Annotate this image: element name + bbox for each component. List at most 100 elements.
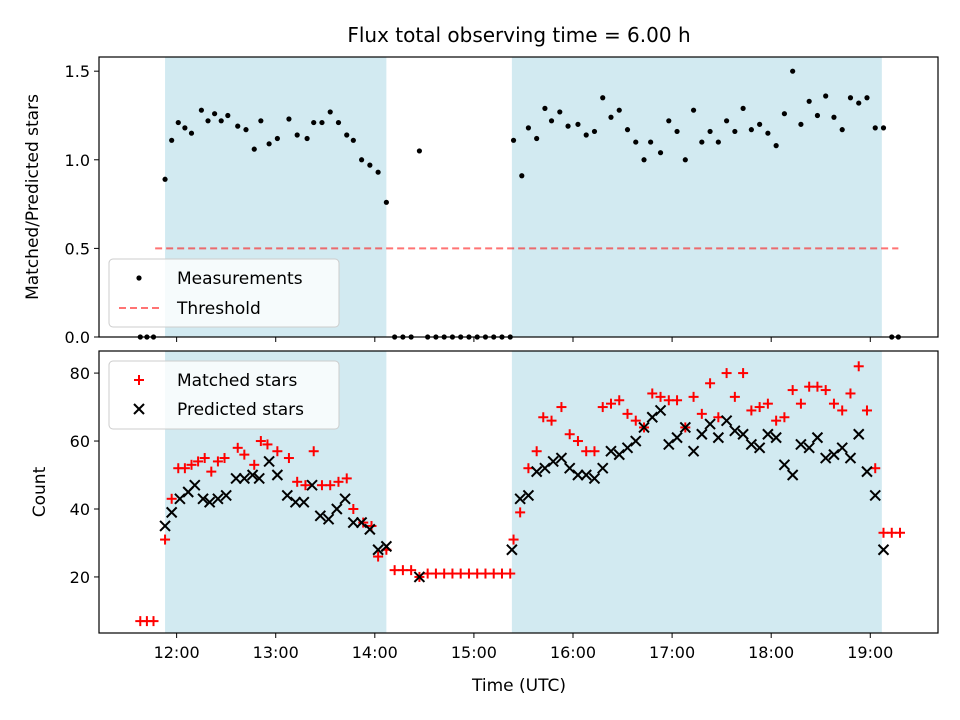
- predicted-star-point: [836, 442, 848, 454]
- matched-star-point: [515, 507, 526, 518]
- predicted-star-point: [220, 489, 232, 502]
- predicted-star-point: [322, 513, 335, 525]
- predicted-star-point: [306, 479, 318, 491]
- measurement-point: [823, 93, 829, 99]
- measurement-point: [198, 107, 204, 113]
- legend-threshold-label: Threshold: [176, 299, 261, 319]
- predicted-star-point: [811, 431, 824, 444]
- matched-star-point: [729, 391, 740, 402]
- measurement-point: [205, 118, 211, 124]
- matched-star-point: [705, 378, 716, 389]
- measurement-point: [367, 162, 373, 168]
- matched-star-point: [325, 480, 336, 491]
- top-shaded-regions: [165, 57, 882, 337]
- measurement-point: [383, 199, 389, 205]
- predicted-star-point: [729, 425, 741, 437]
- matched-star-point: [895, 527, 906, 538]
- measurement-point: [212, 111, 218, 117]
- measurement-point: [286, 116, 292, 122]
- measurement-point: [294, 132, 300, 138]
- matched-star-point: [556, 402, 567, 413]
- predicted-star-point: [861, 465, 873, 478]
- matched-star-point: [179, 463, 190, 474]
- predicted-star-point: [679, 421, 692, 434]
- x-tick-label: 19:00: [847, 643, 893, 662]
- measurement-point: [723, 118, 730, 124]
- count-points: [135, 361, 906, 627]
- matched-star-point: [688, 391, 699, 402]
- matched-star-point: [333, 476, 344, 487]
- predicted-star-point: [819, 452, 832, 464]
- matched-star-point: [373, 551, 384, 562]
- measurement-point: [690, 107, 697, 113]
- matched-star-point: [508, 534, 519, 545]
- measurement-point: [557, 109, 563, 115]
- measurement-point: [162, 176, 168, 182]
- measurement-point: [583, 132, 589, 138]
- predicted-star-point: [853, 428, 865, 440]
- predicted-star-point: [271, 469, 284, 481]
- measurement-point: [274, 135, 280, 142]
- matched-star-point: [771, 415, 782, 426]
- predicted-star-point: [165, 506, 178, 519]
- matched-star-point: [193, 456, 204, 467]
- predicted-star-point: [203, 496, 216, 508]
- predicted-star-point: [869, 489, 881, 502]
- measurement-point: [375, 169, 381, 175]
- predicted-star-point: [555, 452, 568, 464]
- predicted-star-point: [753, 442, 766, 454]
- predicted-star-point: [663, 438, 675, 451]
- matched-star-point: [655, 391, 666, 402]
- matched-star-point: [232, 442, 243, 453]
- predicted-star-point: [671, 431, 683, 444]
- matched-star-point: [166, 493, 177, 504]
- matched-star-point: [186, 459, 197, 470]
- predicted-star-point: [696, 428, 708, 440]
- matched-star-point: [358, 517, 369, 528]
- matched-star-point: [779, 412, 790, 423]
- measurement-point: [740, 105, 746, 111]
- measurement-point: [243, 127, 249, 133]
- measurement-point: [616, 107, 622, 113]
- predicted-star-point: [654, 404, 667, 417]
- measurement-point: [600, 95, 606, 101]
- matched-star-point: [366, 520, 377, 531]
- top-legend-box: [108, 258, 340, 328]
- measurement-point: [699, 139, 705, 145]
- bottom-y-tick-label: 40: [70, 500, 90, 519]
- measurement-point: [235, 123, 241, 129]
- predicted-star-point: [778, 459, 791, 471]
- measurement-point: [814, 112, 821, 119]
- x-tick-label: 12:00: [154, 643, 200, 662]
- matched-star-point: [721, 368, 732, 379]
- measurement-point: [327, 109, 333, 115]
- measurement-point: [856, 100, 862, 106]
- top-y-tick-label: 0.5: [65, 239, 90, 258]
- measurement-point: [790, 68, 796, 74]
- x-tick-label: 16:00: [550, 643, 596, 662]
- measurement-point: [666, 118, 672, 124]
- predicted-star-point: [795, 438, 807, 451]
- matched-star-point: [713, 412, 724, 423]
- matched-star-point: [795, 398, 806, 409]
- measurement-point: [682, 157, 688, 163]
- measurement-point: [757, 121, 763, 127]
- measurement-point: [732, 128, 738, 135]
- measurement-point: [839, 127, 845, 133]
- measurement-points: [137, 68, 901, 340]
- measurement-point: [534, 135, 540, 142]
- measurement-point: [416, 148, 423, 154]
- matched-star-point: [505, 568, 516, 579]
- top-x-axis-ticks: [176, 337, 871, 342]
- matched-star-point: [630, 415, 641, 426]
- measurement-point: [674, 128, 680, 135]
- measurement-point: [806, 98, 812, 104]
- matched-star-point: [820, 385, 831, 396]
- predicted-star-point: [737, 428, 749, 440]
- top-plot-frame: [98, 56, 939, 338]
- matched-star-point: [272, 446, 283, 457]
- measurement-point: [847, 95, 854, 101]
- measurement-point: [641, 157, 647, 163]
- measurement-point: [266, 141, 272, 147]
- predicted-star-point: [281, 489, 293, 502]
